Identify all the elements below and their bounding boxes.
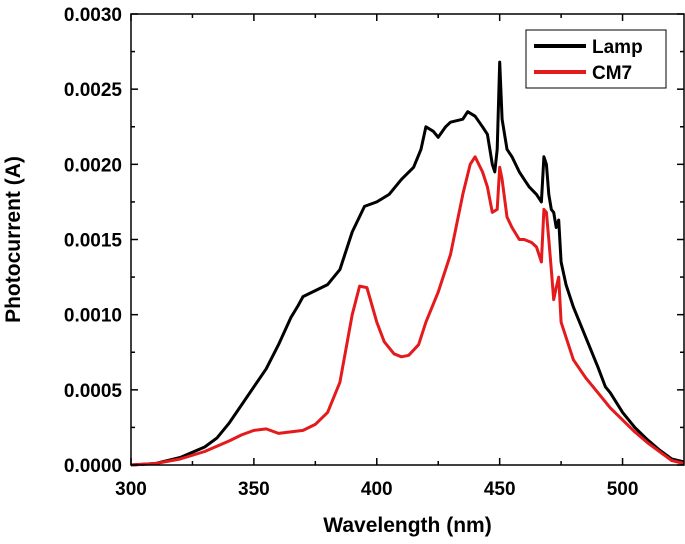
series-line-cm7 — [130, 155, 685, 467]
legend-label-lamp: Lamp — [592, 37, 643, 58]
y-tick-label: 0.0000 — [64, 456, 122, 477]
x-tick-label: 350 — [238, 479, 270, 500]
tick-labels-layer: 300 350 400 450 500 0.0000 0.0005 0.0010 0.0015 0… — [64, 5, 639, 500]
y-tick-label: 0.0020 — [64, 155, 122, 176]
y-tick-label: 0.0005 — [64, 381, 123, 402]
x-tick-label: 400 — [361, 479, 393, 500]
series-line-lamp — [130, 60, 685, 467]
y-tick-label: 0.0010 — [64, 306, 122, 327]
x-tick-label: 500 — [607, 479, 639, 500]
legend-box — [525, 29, 667, 89]
ticks-layer — [130, 13, 684, 466]
legend-label-cm7: CM7 — [592, 63, 632, 84]
legend: Lamp CM7 — [525, 29, 667, 89]
y-tick-label: 0.0025 — [64, 80, 123, 101]
y-tick-label: 0.0015 — [64, 231, 123, 252]
y-axis-title: Photocurrent (A) — [2, 156, 25, 323]
y-tick-label: 0.0030 — [64, 5, 122, 26]
x-axis-title: Wavelength (nm) — [323, 514, 491, 537]
x-tick-label: 450 — [484, 479, 516, 500]
series-layer — [130, 60, 685, 467]
x-tick-label: 300 — [115, 479, 147, 500]
